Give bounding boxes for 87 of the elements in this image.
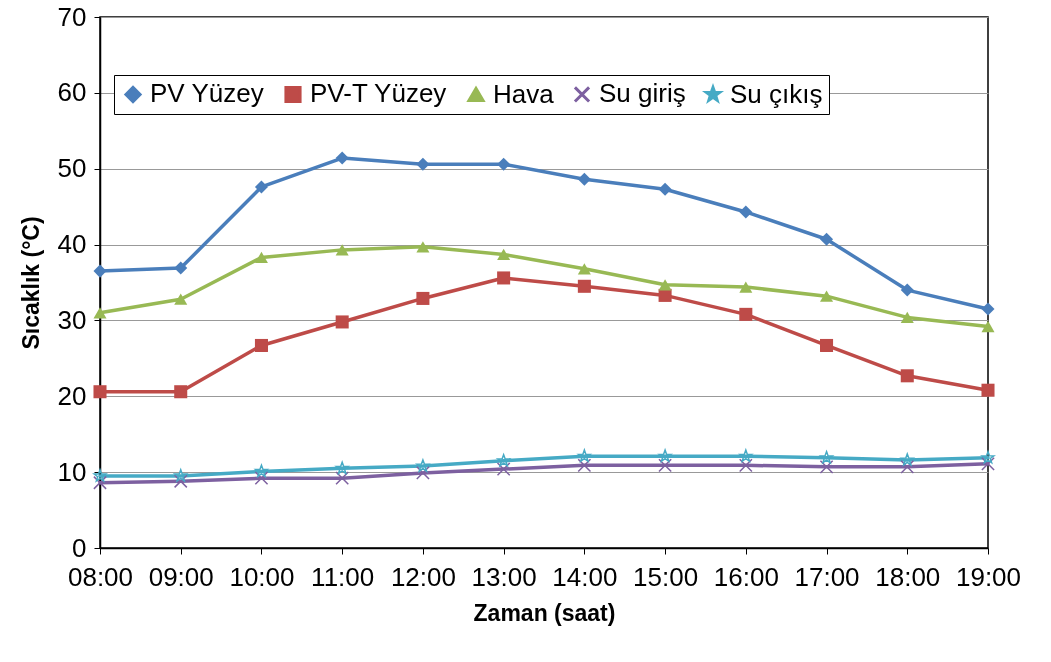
point — [254, 338, 268, 352]
point — [335, 461, 349, 475]
point — [174, 293, 188, 305]
y-tick-label: 50 — [57, 153, 87, 184]
x-tick-label: 08:00 — [67, 561, 134, 592]
x-tick-label: 11:00 — [311, 561, 375, 592]
point — [254, 251, 268, 264]
point — [416, 291, 430, 305]
x-tick-label: 16:00 — [713, 561, 779, 592]
point — [819, 450, 834, 464]
point — [254, 180, 268, 194]
point — [900, 453, 914, 466]
point — [416, 157, 430, 171]
point — [416, 459, 430, 472]
point — [93, 307, 107, 319]
point — [900, 311, 914, 324]
y-tick-label: 70 — [57, 1, 87, 32]
legend-label: PV-T Yüzey — [310, 78, 447, 109]
y-tick-label: 40 — [57, 229, 87, 260]
x-tick-label: 14:00 — [552, 561, 618, 592]
point — [174, 385, 188, 399]
point — [335, 151, 349, 165]
y-tick-label: 30 — [57, 304, 87, 335]
y-tick-label: 10 — [57, 456, 87, 487]
point — [981, 302, 995, 316]
point — [981, 450, 995, 464]
point — [335, 315, 349, 329]
point — [900, 459, 915, 474]
legend-label: PV Yüzey — [150, 78, 264, 109]
point — [416, 241, 430, 253]
y-axis-title: Sıcaklık (°C) — [17, 216, 44, 350]
point — [577, 458, 592, 473]
x-tick-label: 17:00 — [794, 561, 860, 592]
point — [739, 281, 753, 293]
point — [93, 469, 107, 482]
y-tick-label: 60 — [57, 77, 87, 108]
point — [335, 471, 350, 486]
y-tick-label: 0 — [72, 532, 87, 563]
legend-label: Su giriş — [599, 78, 686, 109]
point — [739, 205, 753, 219]
x-tick-label: 18:00 — [875, 561, 941, 592]
point — [819, 459, 834, 474]
point — [497, 453, 511, 467]
point — [981, 456, 995, 471]
point — [497, 157, 511, 171]
x-tick-label: 13:00 — [471, 561, 537, 592]
point — [577, 263, 591, 275]
point — [497, 271, 511, 285]
x-tick-label: 15:00 — [633, 561, 699, 592]
point — [658, 288, 672, 302]
point — [174, 261, 188, 275]
point — [577, 449, 591, 462]
point — [335, 244, 349, 256]
point — [497, 248, 511, 261]
y-tick-label: 20 — [57, 380, 87, 411]
point — [900, 369, 914, 383]
point — [658, 182, 672, 196]
x-tick-label: 19:00 — [955, 561, 1022, 592]
point — [173, 474, 188, 489]
x-tick-label: 09:00 — [148, 561, 214, 592]
point — [254, 464, 269, 478]
point — [820, 232, 834, 246]
x-tick-label: 12:00 — [390, 561, 456, 592]
point — [900, 283, 914, 297]
point — [254, 471, 269, 486]
x-axis-title: Zaman (saat) — [473, 599, 616, 626]
point — [577, 279, 591, 293]
point — [658, 449, 672, 462]
legend-label: Su çıkış — [730, 78, 823, 109]
point — [496, 462, 511, 476]
point — [981, 320, 995, 333]
point — [820, 338, 834, 352]
point — [820, 290, 834, 302]
point — [738, 458, 753, 473]
point — [416, 466, 430, 480]
point — [577, 172, 591, 186]
point — [93, 385, 107, 399]
point — [658, 458, 672, 473]
point — [739, 449, 753, 462]
point — [93, 264, 107, 278]
point — [739, 307, 753, 321]
point — [93, 475, 107, 490]
point — [658, 279, 672, 291]
x-tick-label: 10:00 — [229, 561, 295, 592]
point — [174, 469, 188, 482]
legend-label: Hava — [493, 78, 555, 109]
point — [981, 383, 995, 397]
